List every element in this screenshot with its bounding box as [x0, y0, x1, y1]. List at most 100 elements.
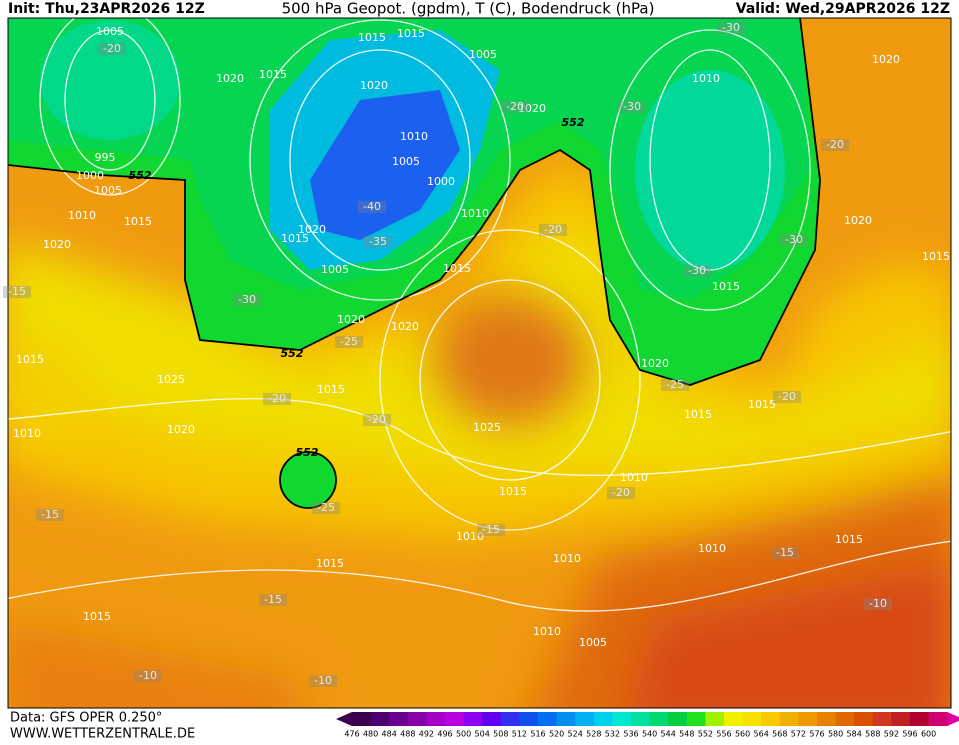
colorbar-label: 572 [791, 730, 806, 739]
colorbar-cell [538, 712, 558, 726]
temperature-label: -10 [139, 669, 157, 682]
isobar-label: 1020 [43, 238, 71, 251]
colorbar-cell [556, 712, 576, 726]
temperature-label: -15 [8, 285, 26, 298]
temperature-label-box [618, 101, 646, 113]
temperature-label: -30 [238, 293, 256, 306]
temperature-label-box [773, 391, 801, 403]
colorbar-cell [407, 712, 427, 726]
temperature-label: -25 [340, 335, 358, 348]
init-time: Init: Thu,23APR2026 12Z [8, 1, 205, 17]
isobar-label: 1015 [443, 262, 471, 275]
colorbar-label: 492 [419, 730, 434, 739]
temperature-label: -10 [869, 597, 887, 610]
temperature-label: -30 [722, 21, 740, 34]
isobar-label: 1020 [391, 320, 419, 333]
colorbar-label: 552 [698, 730, 713, 739]
isobar-label: 1010 [533, 625, 561, 638]
temperature-label-box [312, 502, 340, 514]
colorbar-cell [928, 712, 948, 726]
isobar-label: 1010 [68, 209, 96, 222]
temperature-label-box [233, 294, 261, 306]
isobar-label: 1025 [157, 373, 185, 386]
colorbar-label: 496 [437, 730, 452, 739]
colorbar-cell [500, 712, 520, 726]
isobar-label: 1010 [456, 530, 484, 543]
isobar-label: 1015 [316, 557, 344, 570]
temperature-label: -30 [785, 233, 803, 246]
temperature-label-box [683, 265, 711, 277]
isobar-label: 1025 [473, 421, 501, 434]
isobar-label: 1015 [499, 485, 527, 498]
isobar-label: 1015 [281, 232, 309, 245]
geopotential-552 [8, 18, 821, 509]
temperature-label-box [3, 286, 31, 298]
isobar-label: 1000 [76, 169, 104, 182]
isobar-label: 1015 [16, 353, 44, 366]
colorbar-label: 512 [512, 730, 527, 739]
temperature-label-box [661, 379, 689, 391]
isobar-label: 1010 [620, 471, 648, 484]
valid-time: Valid: Wed,29APR2026 12Z [736, 1, 950, 17]
isobar-label: 1015 [835, 533, 863, 546]
temperature-label: -20 [826, 138, 844, 151]
geopotential-label: 552 [562, 116, 585, 129]
temperature-label-box [358, 201, 386, 213]
colorbar-label: 508 [493, 730, 508, 739]
colorbar-cell [854, 712, 874, 726]
temperature-label-box [134, 670, 162, 682]
isobar-label: 1015 [922, 250, 950, 263]
colorbar-cell [519, 712, 539, 726]
temperature-label: -20 [506, 100, 524, 113]
temperature-label-box [263, 393, 291, 405]
data-source: Data: GFS OPER 0.250° [10, 711, 162, 726]
temperature-label-box [501, 101, 529, 113]
temperature-label-box [335, 336, 363, 348]
colorbar-label: 520 [549, 730, 564, 739]
isobar-label: 1010 [692, 72, 720, 85]
colorbar-cell [835, 712, 855, 726]
colorbar-cell [575, 712, 595, 726]
field-shapes [8, 160, 951, 708]
colorbar-cell [426, 712, 446, 726]
isobar-label: 1005 [579, 636, 607, 649]
isobar-label: 1020 [216, 72, 244, 85]
map-frame [7, 17, 952, 709]
colorbar: 476 480 484 488 492 496 500 504 508 512 516 520 524 5… [336, 712, 959, 739]
temperature-label: -15 [482, 523, 500, 536]
colorbar-label: 596 [902, 730, 917, 739]
isobar-label: 1005 [96, 25, 124, 38]
colorbar-cell [482, 712, 502, 726]
colorbar-cell [761, 712, 781, 726]
colorbar-cell [798, 712, 818, 726]
isobar-label: 1005 [321, 263, 349, 276]
colorbar-cell [352, 712, 372, 726]
geopotential-label: 552 [129, 169, 152, 182]
isobar-label: 1020 [844, 214, 872, 227]
colorbar-cell [445, 712, 465, 726]
colorbar-label: 548 [679, 730, 694, 739]
isobar-label: 1005 [469, 48, 497, 61]
isobar-label: 1005 [94, 184, 122, 197]
colorbar-cell [686, 712, 706, 726]
isobar-label: 1015 [358, 31, 386, 44]
colorbar-cell [668, 712, 688, 726]
map-labels: 1005 1015 1015 1005 1020 1015 1020 1020 1010 1020… [3, 21, 950, 687]
colorbar-label: 560 [735, 730, 750, 739]
colorbar-label: 488 [400, 730, 415, 739]
isobar-label: 1015 [83, 610, 111, 623]
isobar-label: 1010 [13, 427, 41, 440]
temperature-label: -35 [369, 235, 387, 248]
colorbar-arrow-right [947, 712, 959, 726]
temperature-label: -30 [688, 264, 706, 277]
colorbar-cell [742, 712, 762, 726]
colorbar-label: 504 [475, 730, 490, 739]
temperature-label-box [363, 414, 391, 426]
colorbar-label: 588 [865, 730, 880, 739]
colorbar-label: 576 [809, 730, 824, 739]
colorbar-label: 544 [661, 730, 676, 739]
temperature-label: -15 [776, 546, 794, 559]
temperature-label: -20 [544, 223, 562, 236]
colorbar-label: 476 [344, 730, 359, 739]
isobar-label: 1005 [392, 155, 420, 168]
